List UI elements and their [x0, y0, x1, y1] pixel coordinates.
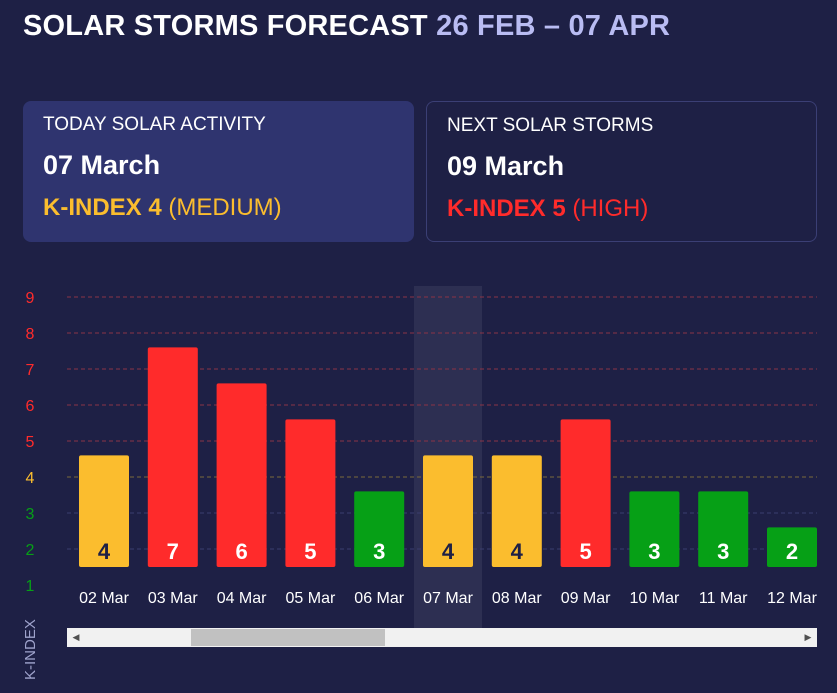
bar-value-label: 4 — [442, 539, 455, 564]
x-tick-label: 08 Mar — [492, 590, 542, 607]
k-index-chart: 1 2 3 4 5 6 7 8 9 4 7 6 5 3 4 4 5 3 3 2 02 Mar 03 Mar 04 Mar… — [22, 286, 818, 680]
today-card-date: 07 March — [43, 150, 161, 180]
next-card-label: NEXT SOLAR STORMS — [447, 115, 654, 136]
bar-value-label: 3 — [717, 539, 729, 564]
y-tick-label: 4 — [26, 470, 35, 487]
today-card-label: TODAY SOLAR ACTIVITY — [43, 114, 266, 135]
x-tick-label: 03 Mar — [148, 590, 198, 607]
y-tick-label: 5 — [26, 434, 35, 451]
scroll-thumb[interactable] — [190, 629, 385, 646]
y-tick-label: 3 — [26, 506, 35, 523]
bar[interactable] — [147, 347, 198, 567]
bar[interactable] — [423, 455, 473, 567]
x-tick-label: 06 Mar — [354, 590, 404, 607]
bar[interactable] — [698, 491, 749, 567]
next-k-level: (HIGH) — [572, 195, 649, 222]
today-k-index: K-INDEX 4 (MEDIUM) — [43, 194, 394, 222]
scroll-left-icon[interactable]: ◀ — [72, 632, 80, 642]
bar[interactable] — [285, 419, 336, 567]
bar-value-label: 4 — [511, 539, 524, 564]
bar-value-label: 4 — [98, 539, 111, 564]
x-tick-label: 10 Mar — [630, 590, 680, 607]
bar-value-label: 3 — [648, 539, 660, 564]
y-tick-label: 8 — [26, 326, 35, 343]
bar-value-label: 5 — [579, 539, 591, 564]
chart-scrollbar[interactable]: ◀ ▶ — [67, 628, 817, 647]
bar-value-label: 3 — [373, 539, 385, 564]
bar[interactable] — [216, 383, 267, 567]
x-tick-label: 11 Mar — [699, 590, 748, 607]
x-tick-label: 04 Mar — [217, 590, 267, 607]
x-tick-label: 07 Mar — [423, 590, 473, 607]
bar-value-label: 2 — [786, 539, 798, 564]
bar-value-label: 5 — [304, 539, 316, 564]
x-tick-label: 09 Mar — [561, 590, 611, 607]
next-k-index: K-INDEX 5 (HIGH) — [447, 195, 796, 223]
y-tick-label: 7 — [26, 362, 35, 379]
bar[interactable] — [767, 527, 817, 567]
scroll-right-icon[interactable]: ▶ — [804, 632, 812, 642]
bar[interactable] — [491, 455, 542, 567]
bar[interactable] — [560, 419, 611, 567]
next-storms-card: NEXT SOLAR STORMS 09 March K-INDEX 5 (HI… — [426, 101, 817, 242]
title-text: SOLAR STORMS FORECAST — [23, 10, 428, 42]
page-title: SOLAR STORMS FORECAST 26 FEB – 07 APR — [23, 10, 670, 43]
today-k-value: K-INDEX 4 — [43, 194, 162, 221]
today-k-level: (MEDIUM) — [168, 194, 282, 221]
date-range: 26 FEB – 07 APR — [436, 10, 671, 42]
next-card-date: 09 March — [447, 151, 565, 181]
bar-value-label: 6 — [235, 539, 247, 564]
bar[interactable] — [629, 491, 680, 567]
bar[interactable] — [354, 491, 405, 567]
y-tick-label: 6 — [26, 398, 35, 415]
y-axis-label: K-INDEX — [22, 619, 39, 680]
y-tick-label: 9 — [26, 290, 35, 307]
next-k-value: K-INDEX 5 — [447, 195, 566, 222]
y-tick-label: 2 — [26, 542, 35, 559]
y-tick-label: 1 — [26, 578, 35, 595]
x-tick-label: 02 Mar — [79, 590, 129, 607]
bar[interactable] — [79, 455, 129, 567]
x-tick-label: 05 Mar — [286, 590, 336, 607]
today-activity-card: TODAY SOLAR ACTIVITY 07 March K-INDEX 4 … — [23, 101, 414, 242]
x-tick-label: 12 Mar — [767, 590, 817, 607]
bar-value-label: 7 — [167, 539, 179, 564]
